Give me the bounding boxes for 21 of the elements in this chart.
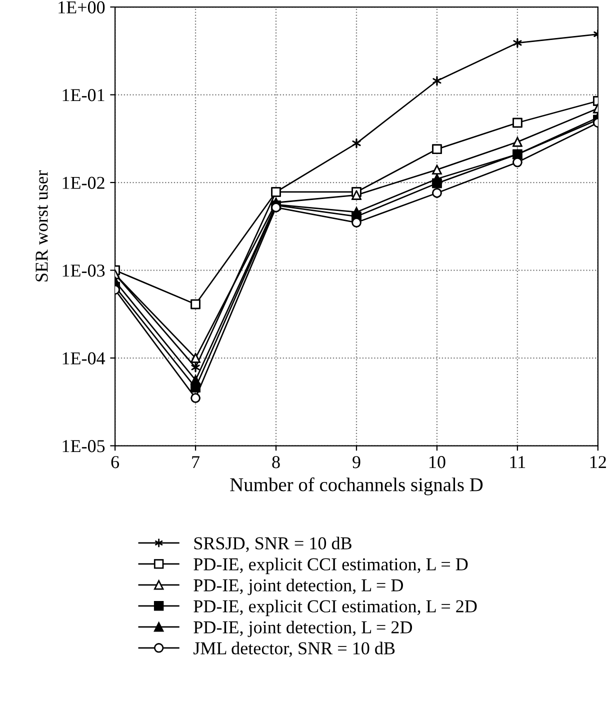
y-tick-label: 1E-04 [62,352,106,364]
legend-label: PD-IE, joint detection, L = 2D [194,620,412,638]
x-tick-label: 11 [510,456,526,468]
y-tick-label: 1E-05 [62,440,105,452]
x-tick-label: 8 [272,456,280,468]
y-axis-title: SER worst user [36,170,48,282]
y-tick-label: 1E-03 [62,264,105,277]
legend-label: PD-IE, explicit CCI estimation, L = D [194,558,468,574]
y-tick-label: 1E-01 [62,89,104,102]
x-tick-label: 9 [352,456,360,468]
legend-label: JML detector, SNR = 10 dB [194,642,395,658]
x-tick-label: 10 [430,456,446,468]
x-tick-label: 6 [111,456,120,468]
legend-label: SRSJD, SNR = 10 dB [194,536,352,552]
y-tick-label: 1E-02 [62,176,104,189]
legend-label: PD-IE, explicit CCI estimation, L = 2D [194,600,477,616]
x-tick-label: 7 [192,456,200,468]
y-tick-label: 1E+00 [58,1,105,14]
legend-label: PD-IE, joint detection, L = D [194,578,403,596]
x-tick-label: 12 [590,456,606,468]
x-axis-title: Number of cochannels signals D [230,477,483,496]
